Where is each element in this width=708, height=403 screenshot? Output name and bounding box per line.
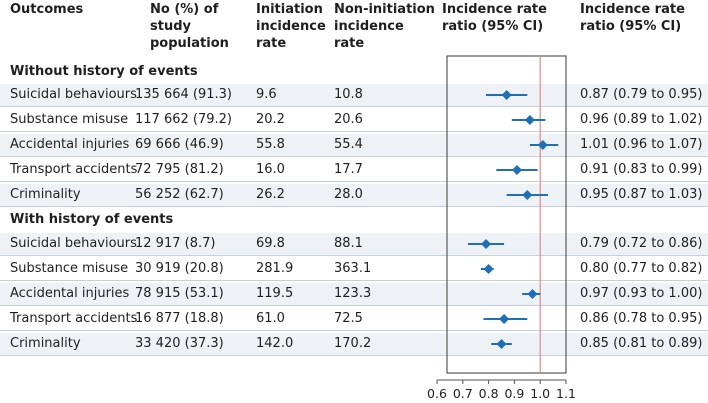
x-tick-label: 1.1 <box>556 386 576 401</box>
x-tick-label: 0.8 <box>479 386 499 401</box>
row-divider <box>0 355 708 356</box>
study-population-cell: 16 877 (18.8) <box>135 311 224 326</box>
non-initiation-rate-cell: 10.8 <box>334 87 363 102</box>
table-row: Transport accidents 16 877 (18.8) 61.0 72.5… <box>0 308 708 330</box>
table-row: Suicidal behaviours 135 664 (91.3) 9.6 10.8… <box>0 84 708 106</box>
study-population-cell: 30 919 (20.8) <box>135 261 224 276</box>
header-forest-plot: Incidence rate ratio (95% CI) <box>442 2 547 34</box>
table-row: Accidental injuries 69 666 (46.9) 55.8 55.4… <box>0 134 708 156</box>
study-population-cell: 12 917 (8.7) <box>135 236 216 251</box>
outcome-cell: Substance misuse <box>10 112 129 127</box>
point-estimate-marker <box>481 239 492 249</box>
group-title: With history of events <box>10 212 174 227</box>
irr-text-cell: 1.01 (0.96 to 1.07) <box>580 137 703 152</box>
non-initiation-rate-cell: 55.4 <box>334 137 363 152</box>
row-divider <box>0 156 708 157</box>
study-population-cell: 33 420 (37.3) <box>135 336 224 351</box>
x-tick-label: 0.9 <box>504 386 524 401</box>
outcome-cell: Accidental injuries <box>10 286 130 301</box>
irr-text-cell: 0.91 (0.83 to 0.99) <box>580 162 703 177</box>
point-estimate-marker <box>537 140 548 150</box>
group-title: Without history of events <box>10 64 198 79</box>
irr-text-cell: 0.80 (0.77 to 0.82) <box>580 261 703 276</box>
initiation-rate-cell: 119.5 <box>256 286 294 301</box>
outcome-cell: Suicidal behaviours <box>10 87 137 102</box>
outcome-cell: Transport accidents <box>10 311 138 326</box>
study-population-cell: 78 915 (53.1) <box>135 286 224 301</box>
row-divider <box>0 305 708 306</box>
study-population-cell: 69 666 (46.9) <box>135 137 224 152</box>
non-initiation-rate-cell: 123.3 <box>334 286 372 301</box>
non-initiation-rate-cell: 170.2 <box>334 336 372 351</box>
initiation-rate-cell: 142.0 <box>256 336 294 351</box>
initiation-rate-cell: 69.8 <box>256 236 285 251</box>
table-row: Substance misuse 117 662 (79.2) 20.2 20.6 0.… <box>0 109 708 131</box>
study-population-cell: 135 664 (91.3) <box>135 87 232 102</box>
initiation-rate-cell: 61.0 <box>256 311 285 326</box>
header-initiation-rate: Initiation incidence rate <box>256 2 326 51</box>
table-row: Criminality 56 252 (62.7) 26.2 28.0 0.95 (0.… <box>0 184 708 206</box>
outcome-cell: Accidental injuries <box>10 137 130 152</box>
plot-frame <box>446 55 567 374</box>
outcome-cell: Transport accidents <box>10 162 138 177</box>
irr-text-cell: 0.96 (0.89 to 1.02) <box>580 112 703 127</box>
initiation-rate-cell: 281.9 <box>256 261 294 276</box>
study-population-cell: 72 795 (81.2) <box>135 162 224 177</box>
point-estimate-marker <box>483 264 494 274</box>
header-study-population: No (%) of study population <box>150 2 229 51</box>
row-divider <box>0 181 708 182</box>
initiation-rate-cell: 20.2 <box>256 112 285 127</box>
header-irr-text: Incidence rate ratio (95% CI) <box>580 2 685 34</box>
non-initiation-rate-cell: 363.1 <box>334 261 372 276</box>
outcome-cell: Suicidal behaviours <box>10 236 137 251</box>
study-population-cell: 56 252 (62.7) <box>135 187 224 202</box>
row-divider <box>0 106 708 107</box>
x-tick-label: 0.7 <box>453 386 473 401</box>
non-initiation-rate-cell: 88.1 <box>334 236 363 251</box>
irr-text-cell: 0.87 (0.79 to 0.95) <box>580 87 703 102</box>
table-row: Suicidal behaviours 12 917 (8.7) 69.8 88.1 0… <box>0 233 708 255</box>
point-estimate-marker <box>499 314 510 324</box>
point-estimate-marker <box>527 289 538 299</box>
initiation-rate-cell: 16.0 <box>256 162 285 177</box>
row-divider <box>0 330 708 331</box>
row-divider <box>0 131 708 132</box>
row-divider <box>0 255 708 256</box>
table-row: Criminality 33 420 (37.3) 142.0 170.2 0.85 (… <box>0 333 708 355</box>
outcome-cell: Criminality <box>10 187 81 202</box>
initiation-rate-cell: 26.2 <box>256 187 285 202</box>
irr-text-cell: 0.79 (0.72 to 0.86) <box>580 236 703 251</box>
irr-text-cell: 0.95 (0.87 to 1.03) <box>580 187 703 202</box>
non-initiation-rate-cell: 17.7 <box>334 162 363 177</box>
header-outcomes: Outcomes <box>10 2 84 17</box>
irr-text-cell: 0.86 (0.78 to 0.95) <box>580 311 703 326</box>
point-estimate-marker <box>522 190 533 200</box>
x-tick-label: 1.0 <box>530 386 550 401</box>
irr-text-cell: 0.85 (0.81 to 0.89) <box>580 336 703 351</box>
table-row: Substance misuse 30 919 (20.8) 281.9 363.1 0… <box>0 258 708 280</box>
irr-text-cell: 0.97 (0.93 to 1.00) <box>580 286 703 301</box>
table-row: Accidental injuries 78 915 (53.1) 119.5 123… <box>0 283 708 305</box>
point-estimate-marker <box>511 165 522 175</box>
non-initiation-rate-cell: 20.6 <box>334 112 363 127</box>
outcome-cell: Criminality <box>10 336 81 351</box>
row-divider <box>0 280 708 281</box>
initiation-rate-cell: 9.6 <box>256 87 277 102</box>
table-row: Transport accidents 72 795 (81.2) 16.0 17.7… <box>0 159 708 181</box>
point-estimate-marker <box>496 339 507 349</box>
outcome-cell: Substance misuse <box>10 261 129 276</box>
non-initiation-rate-cell: 72.5 <box>334 311 363 326</box>
header-non-initiation-rate: Non-initiation incidence rate <box>334 2 435 51</box>
initiation-rate-cell: 55.8 <box>256 137 285 152</box>
non-initiation-rate-cell: 28.0 <box>334 187 363 202</box>
point-estimate-marker <box>501 90 512 100</box>
row-divider <box>0 206 708 207</box>
x-tick-label: 0.6 <box>427 386 447 401</box>
study-population-cell: 117 662 (79.2) <box>135 112 232 127</box>
point-estimate-marker <box>524 115 535 125</box>
